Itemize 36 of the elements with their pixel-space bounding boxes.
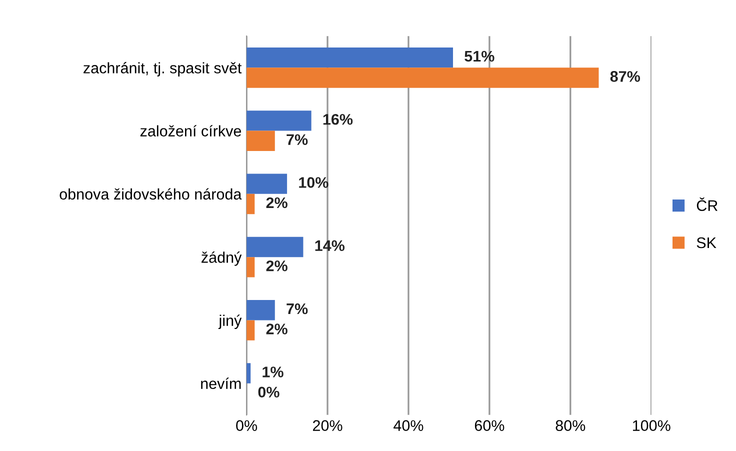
x-tick-label: 60% [474, 420, 504, 432]
bar [246, 130, 275, 151]
bar [246, 320, 255, 340]
bar [246, 236, 304, 258]
text: 2% [266, 260, 288, 272]
bar [246, 110, 312, 131]
legend-label: SK [696, 237, 716, 248]
bar [246, 300, 275, 320]
y-tick-label: nevím [201, 378, 241, 390]
y-tick-label: založení církve [140, 125, 242, 136]
x-tick-label: 40% [394, 420, 424, 432]
text: 14% [315, 240, 345, 252]
text: 51% [464, 50, 494, 62]
x-tick-label: 20% [313, 420, 342, 432]
y-tick-label: žádný [202, 251, 242, 266]
bar [246, 257, 255, 278]
text: 0% [258, 386, 280, 398]
text: 87% [610, 71, 640, 82]
y-tick-label: obnova židovského národa [60, 188, 242, 200]
bar [246, 68, 599, 88]
y-tick-label: zachránit, tj. spasit svět [84, 62, 242, 76]
text: 16% [323, 114, 353, 125]
text: 10% [299, 177, 328, 188]
bar [246, 47, 454, 68]
y-tick-label: jiný [218, 314, 242, 330]
bar [246, 194, 255, 214]
text: 7% [286, 134, 308, 145]
x-tick-label: 100% [632, 420, 670, 432]
bar [246, 174, 288, 194]
text: 1% [262, 366, 284, 378]
legend-label: ČR [696, 198, 718, 212]
text: 2% [266, 324, 288, 334]
x-tick-label: 80% [556, 420, 586, 432]
x-tick-label: 0% [236, 420, 258, 432]
text: 7% [286, 303, 308, 314]
text: 2% [266, 197, 288, 208]
